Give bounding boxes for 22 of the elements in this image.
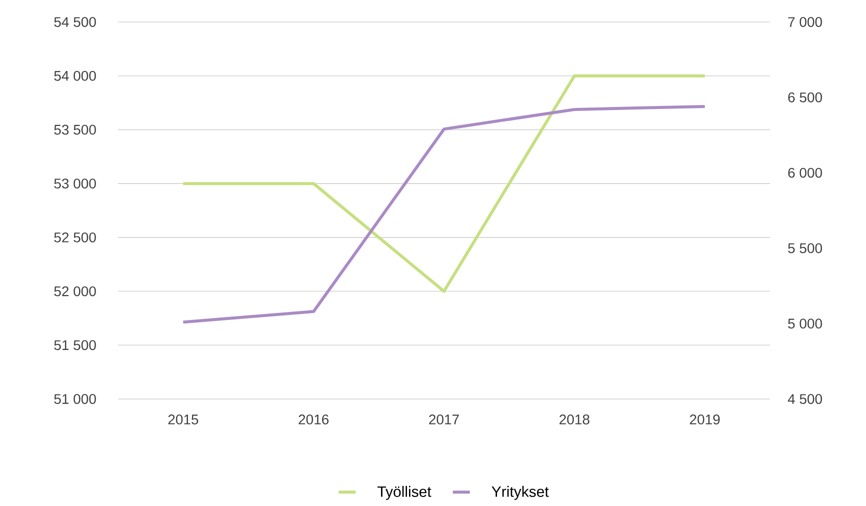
legend-label: Yritykset <box>492 486 549 500</box>
y2-tick-label: 6 500 <box>788 92 822 102</box>
x-tick-label: 2016 <box>298 414 329 424</box>
y-tick-label: 52 000 <box>54 286 96 296</box>
y-tick-label: 54 500 <box>54 17 96 27</box>
y-tick-label: 51 000 <box>54 394 96 404</box>
y-tick-label: 51 500 <box>54 340 96 350</box>
y-tick-label: 54 000 <box>54 70 96 81</box>
x-tick-label: 2018 <box>560 414 590 424</box>
x-tick-label: 2015 <box>168 414 198 424</box>
y2-tick-label: 5 500 <box>788 243 822 254</box>
y-tick-label: 53 000 <box>54 178 96 189</box>
y2-tick-label: 6 000 <box>788 168 822 178</box>
legend-label: Työlliset <box>378 486 432 500</box>
y2-tick-label: 5 000 <box>788 318 822 329</box>
x-tick-label: 2017 <box>429 414 459 424</box>
x-tick-label: 2019 <box>690 414 720 424</box>
y2-tick-label: 7 000 <box>788 17 822 27</box>
y-tick-label: 52 500 <box>54 232 96 242</box>
line-series <box>182 104 706 324</box>
y-tick-label: 53 500 <box>54 124 96 135</box>
y2-tick-label: 4 500 <box>788 394 822 404</box>
